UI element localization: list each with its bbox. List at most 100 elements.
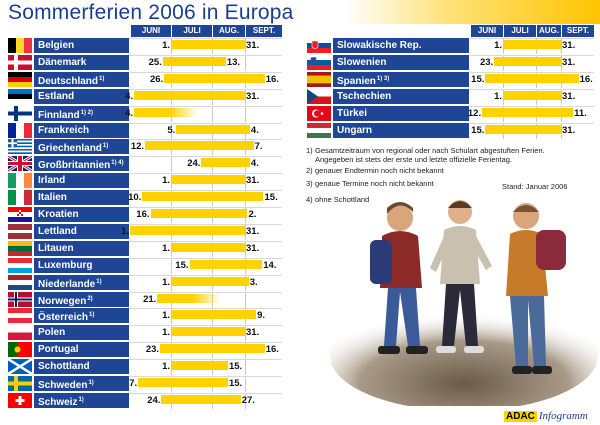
country-name: Belgien xyxy=(34,38,129,53)
child-left xyxy=(370,202,428,354)
country-footnote-ref: 1) 4) xyxy=(111,160,124,167)
start-date-label: 1. xyxy=(162,276,170,288)
flag-dk-icon xyxy=(8,54,32,70)
country-row: Slowenien 23. 31. xyxy=(0,54,600,71)
country-row: Türkei 12. 11. xyxy=(0,105,600,122)
country-row: Finnland1) 2) 4. xyxy=(0,105,600,122)
footnote-number: 1) xyxy=(306,146,313,155)
country-row: Portugal 23. 16. xyxy=(0,341,600,359)
month-header-2: JULI xyxy=(172,25,212,37)
month-header-4: SEPT. xyxy=(246,25,282,37)
flag-hr-icon xyxy=(8,207,32,222)
month-divider xyxy=(561,39,562,54)
footnote-text: genauer Endtermin noch nicht bekannt xyxy=(315,166,444,175)
country-name: Schottland xyxy=(34,359,129,375)
footnote-number: 3) xyxy=(306,179,313,188)
country-name: Italien xyxy=(34,190,129,206)
start-date-label: 1. xyxy=(162,40,170,51)
holiday-bar xyxy=(176,124,250,134)
country-footnote-ref: 1) 3) xyxy=(376,75,390,82)
country-label: Ungarn xyxy=(337,124,372,136)
end-date-label: 4. xyxy=(250,124,259,136)
country-row: Irland 1. 31. xyxy=(0,172,600,190)
end-date-label: 16. xyxy=(265,73,279,85)
country-name: Dänemark xyxy=(34,54,129,70)
country-row: Frankreich 5. 4. xyxy=(0,122,600,139)
country-name: Griechenland1) xyxy=(34,139,129,155)
country-row: Estland 4. 31. xyxy=(0,88,600,105)
country-name: Tschechien xyxy=(333,88,469,104)
country-name: Niederlande1) xyxy=(34,274,129,290)
country-label: Schweiz xyxy=(38,396,78,408)
country-row: Spanien1) 3) 15. 16. xyxy=(0,71,600,88)
country-footnote-ref: 1) 2) xyxy=(80,109,94,116)
flag-gb-icon xyxy=(8,156,32,172)
end-date-label: 31. xyxy=(562,40,576,51)
country-footnote-ref: 1) xyxy=(99,75,105,82)
country-name: Irland xyxy=(34,173,129,189)
country-label: Finnland xyxy=(38,109,80,121)
month-divider xyxy=(171,157,172,173)
start-date-label: 12. xyxy=(467,107,482,119)
start-date-label: 25. xyxy=(148,56,162,68)
footnote-item: 4) ohne Schottland xyxy=(306,195,369,204)
country-name: Großbritannien1) 4) xyxy=(34,156,129,172)
start-date-label: 1. xyxy=(121,225,129,237)
country-row: Litauen 1. 31. xyxy=(0,240,600,257)
month-header-1: JUNI xyxy=(471,25,503,37)
month-divider xyxy=(245,393,246,409)
country-row: Italien 10. 15. xyxy=(0,189,600,207)
country-name: Deutschland1) xyxy=(34,71,129,87)
flag-sk-icon xyxy=(307,38,331,53)
flag-gr-icon xyxy=(8,139,32,155)
children-playing-photo xyxy=(330,200,598,406)
month-header-2: JULI xyxy=(504,25,536,37)
month-header-1: JUNI xyxy=(131,25,171,37)
month-divider xyxy=(245,39,246,54)
country-footnote-ref: 1) xyxy=(78,396,84,403)
logo-infogramm: Infogramm xyxy=(538,410,588,422)
start-date-label: 1. xyxy=(162,310,170,322)
month-divider xyxy=(245,224,246,240)
holiday-bar xyxy=(503,90,561,100)
holiday-bar xyxy=(150,209,248,218)
end-date-label: 31. xyxy=(562,124,576,136)
stand-date: Stand: Januar 2006 xyxy=(502,182,568,191)
start-date-label: 1. xyxy=(494,40,502,51)
country-row: Norwegen2) 21. xyxy=(0,291,600,308)
month-divider xyxy=(245,174,246,190)
month-divider xyxy=(245,377,246,392)
flag-no-icon xyxy=(8,291,32,307)
country-label: Deutschland xyxy=(38,75,99,87)
flag-lv-icon xyxy=(8,223,32,239)
start-date-label: 1. xyxy=(162,327,170,339)
country-label: Schweden xyxy=(38,380,88,391)
country-label: Norwegen xyxy=(38,295,87,307)
end-date-label: 31. xyxy=(246,90,260,102)
flag-de-icon xyxy=(8,71,32,87)
country-label: Luxemburg xyxy=(38,259,93,271)
country-name: Estland xyxy=(34,88,129,104)
country-footnote-ref: 1) xyxy=(102,143,109,150)
holiday-bar xyxy=(164,73,265,83)
country-footnote-ref: 1) xyxy=(96,278,102,285)
holiday-bar xyxy=(171,327,245,337)
title-band: Sommerferien 2006 in Europa xyxy=(0,0,600,24)
country-name: Spanien1) 3) xyxy=(333,71,469,87)
month-divider xyxy=(561,55,562,71)
footnote-item: 3) genaue Termine noch nicht bekannt xyxy=(306,179,434,188)
country-label: Tschechien xyxy=(337,90,392,102)
flag-it-icon xyxy=(8,190,32,206)
start-date-label: 10. xyxy=(128,192,142,204)
holiday-bar xyxy=(134,107,198,117)
country-row: Kroatien 16. 2. xyxy=(0,206,600,223)
end-date-label: 3. xyxy=(249,276,258,288)
start-date-label: 1. xyxy=(162,361,170,373)
country-name: Finnland1) 2) xyxy=(34,105,129,121)
start-date-label: 12. xyxy=(130,141,145,153)
flag-tr-icon xyxy=(307,105,331,121)
end-date-label: 15. xyxy=(228,378,243,389)
end-date-label: 14. xyxy=(263,259,277,271)
end-date-label: 7. xyxy=(254,141,263,153)
flag-at-icon xyxy=(8,308,32,324)
